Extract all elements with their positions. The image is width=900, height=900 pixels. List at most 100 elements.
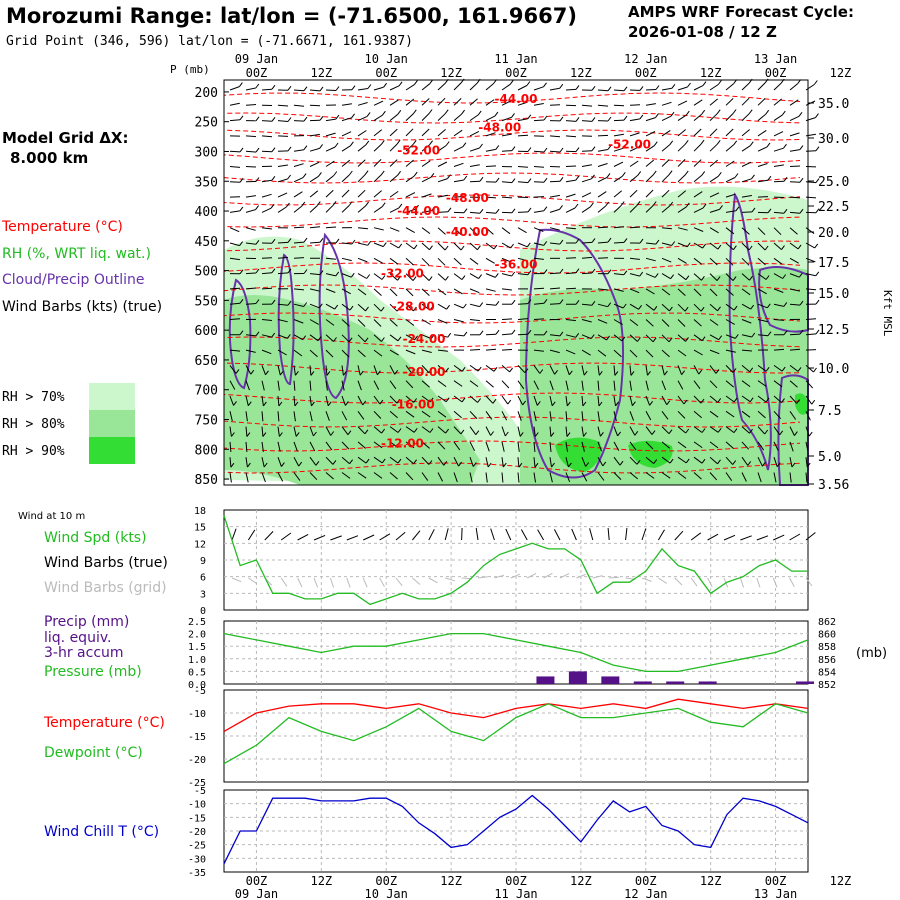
wind-barb-flag: [303, 145, 308, 150]
wind-barb-flag: [799, 329, 804, 335]
wind-barb: [341, 288, 351, 295]
wind-barb: [357, 102, 368, 106]
wind-barb: [325, 226, 337, 229]
wind-barb: [309, 273, 321, 276]
isotherm-label: -36.00: [495, 258, 538, 272]
wind-barb-flag: [255, 116, 260, 122]
wind-barb: [693, 456, 703, 464]
wind-barb: [325, 456, 334, 465]
wind-barb: [613, 161, 624, 167]
wind-barb: [773, 257, 783, 265]
wind-barb: [309, 190, 319, 198]
wind-barb: [789, 273, 800, 278]
wind-barb: [533, 411, 537, 422]
wind-barb-flag: [429, 397, 434, 403]
wind-barb: [485, 426, 492, 436]
wind-barb: [757, 98, 766, 106]
wind-barb-flag: [235, 369, 240, 374]
pressure-tick-label: 854: [818, 667, 836, 678]
wind-barb: [309, 411, 313, 422]
wind-barb-flag: [669, 306, 673, 312]
wind-barb: [725, 426, 735, 434]
wind-barb: [485, 472, 488, 483]
bottom-date-label: 10 Jan: [365, 887, 408, 900]
legend-temperature: Temperature (°C): [1, 219, 123, 235]
wind-barb: [469, 364, 479, 372]
wind-barb-flag: [575, 332, 580, 338]
wind-barb-flag: [781, 398, 785, 403]
wind-barb: [501, 150, 513, 152]
wind-barb-flag: [494, 273, 499, 278]
wind-barb-flag: [543, 115, 548, 121]
isotherm-line: [223, 172, 801, 184]
wind-barb: [389, 227, 400, 232]
wind-barb-flag: [278, 401, 283, 407]
wind-barb-flag: [751, 332, 756, 338]
wind-barb: [501, 288, 512, 291]
surface-wind-barb: [805, 532, 816, 541]
wind-barb-flag: [287, 85, 292, 91]
wind-barb: [581, 272, 593, 275]
wind-barb: [549, 135, 561, 138]
wind-barb-flag: [365, 201, 370, 207]
wind-barb: [789, 257, 799, 264]
wind-barb-flag: [607, 116, 612, 122]
pressure-tick-label: 200: [195, 86, 218, 101]
wind-barb: [661, 273, 671, 280]
wind-barb-flag: [380, 306, 385, 312]
grid-wind-barb: [707, 577, 713, 588]
wind-barb: [629, 288, 640, 294]
precip-tick-label: 1.0: [188, 655, 206, 666]
wind-tick-label: 9: [200, 556, 206, 567]
wind-barb-flag: [326, 371, 331, 376]
wind-barb: [597, 441, 603, 452]
wind-barb: [597, 319, 608, 324]
wind-barb: [389, 426, 399, 433]
wind-barb-flag: [443, 460, 448, 466]
precip-bar: [568, 671, 587, 684]
wind-barb-flag: [527, 329, 532, 335]
wind-barb: [773, 82, 782, 91]
pressure-tick-label: 800: [195, 443, 218, 458]
wind-barb: [245, 227, 256, 231]
wind-barb: [693, 288, 702, 297]
isotherm-line: [223, 462, 801, 474]
wind-barb: [293, 303, 304, 307]
surface-wind-barb: [475, 528, 479, 541]
legend-wind-barbs: Wind Barbs (kts) (true): [2, 299, 162, 315]
wind-barb: [437, 441, 446, 450]
wind-barb-flag: [796, 399, 801, 404]
wind-barb: [773, 180, 785, 183]
wind-barb: [549, 395, 553, 406]
wind-barb: [789, 99, 799, 106]
isotherm-line: [223, 262, 801, 274]
wind-barb-flag: [543, 330, 548, 336]
wind-barb-flag: [554, 369, 558, 375]
wind-barb: [469, 426, 477, 435]
wind-barb: [229, 102, 240, 106]
wind-barb: [533, 242, 544, 246]
wind-barb: [693, 85, 704, 91]
wind-barb-flag: [475, 430, 480, 436]
wind-barb: [277, 395, 280, 407]
wind-barb: [549, 287, 561, 290]
wind-barb: [773, 114, 783, 122]
wind-barb-flag: [534, 462, 539, 468]
wind-barb: [549, 426, 552, 437]
wind-barb: [757, 456, 763, 467]
wind-barb: [597, 149, 608, 152]
wind-barb-flag: [767, 175, 772, 181]
wind-barb-flag: [798, 112, 803, 117]
wind-barb-flag: [414, 335, 419, 341]
wind-barb: [245, 472, 249, 483]
wind-barb-flag: [447, 332, 452, 338]
wind-barb: [277, 272, 289, 275]
chill-tick-label: -25: [188, 841, 206, 852]
wind-barb: [581, 256, 593, 259]
wind-barb-flag: [621, 172, 626, 177]
wind-barb: [469, 164, 480, 167]
wind-barb: [709, 242, 719, 250]
wind-barb: [293, 288, 305, 291]
grid-wind-barb: [772, 577, 778, 588]
wind-barb-flag: [287, 238, 292, 243]
